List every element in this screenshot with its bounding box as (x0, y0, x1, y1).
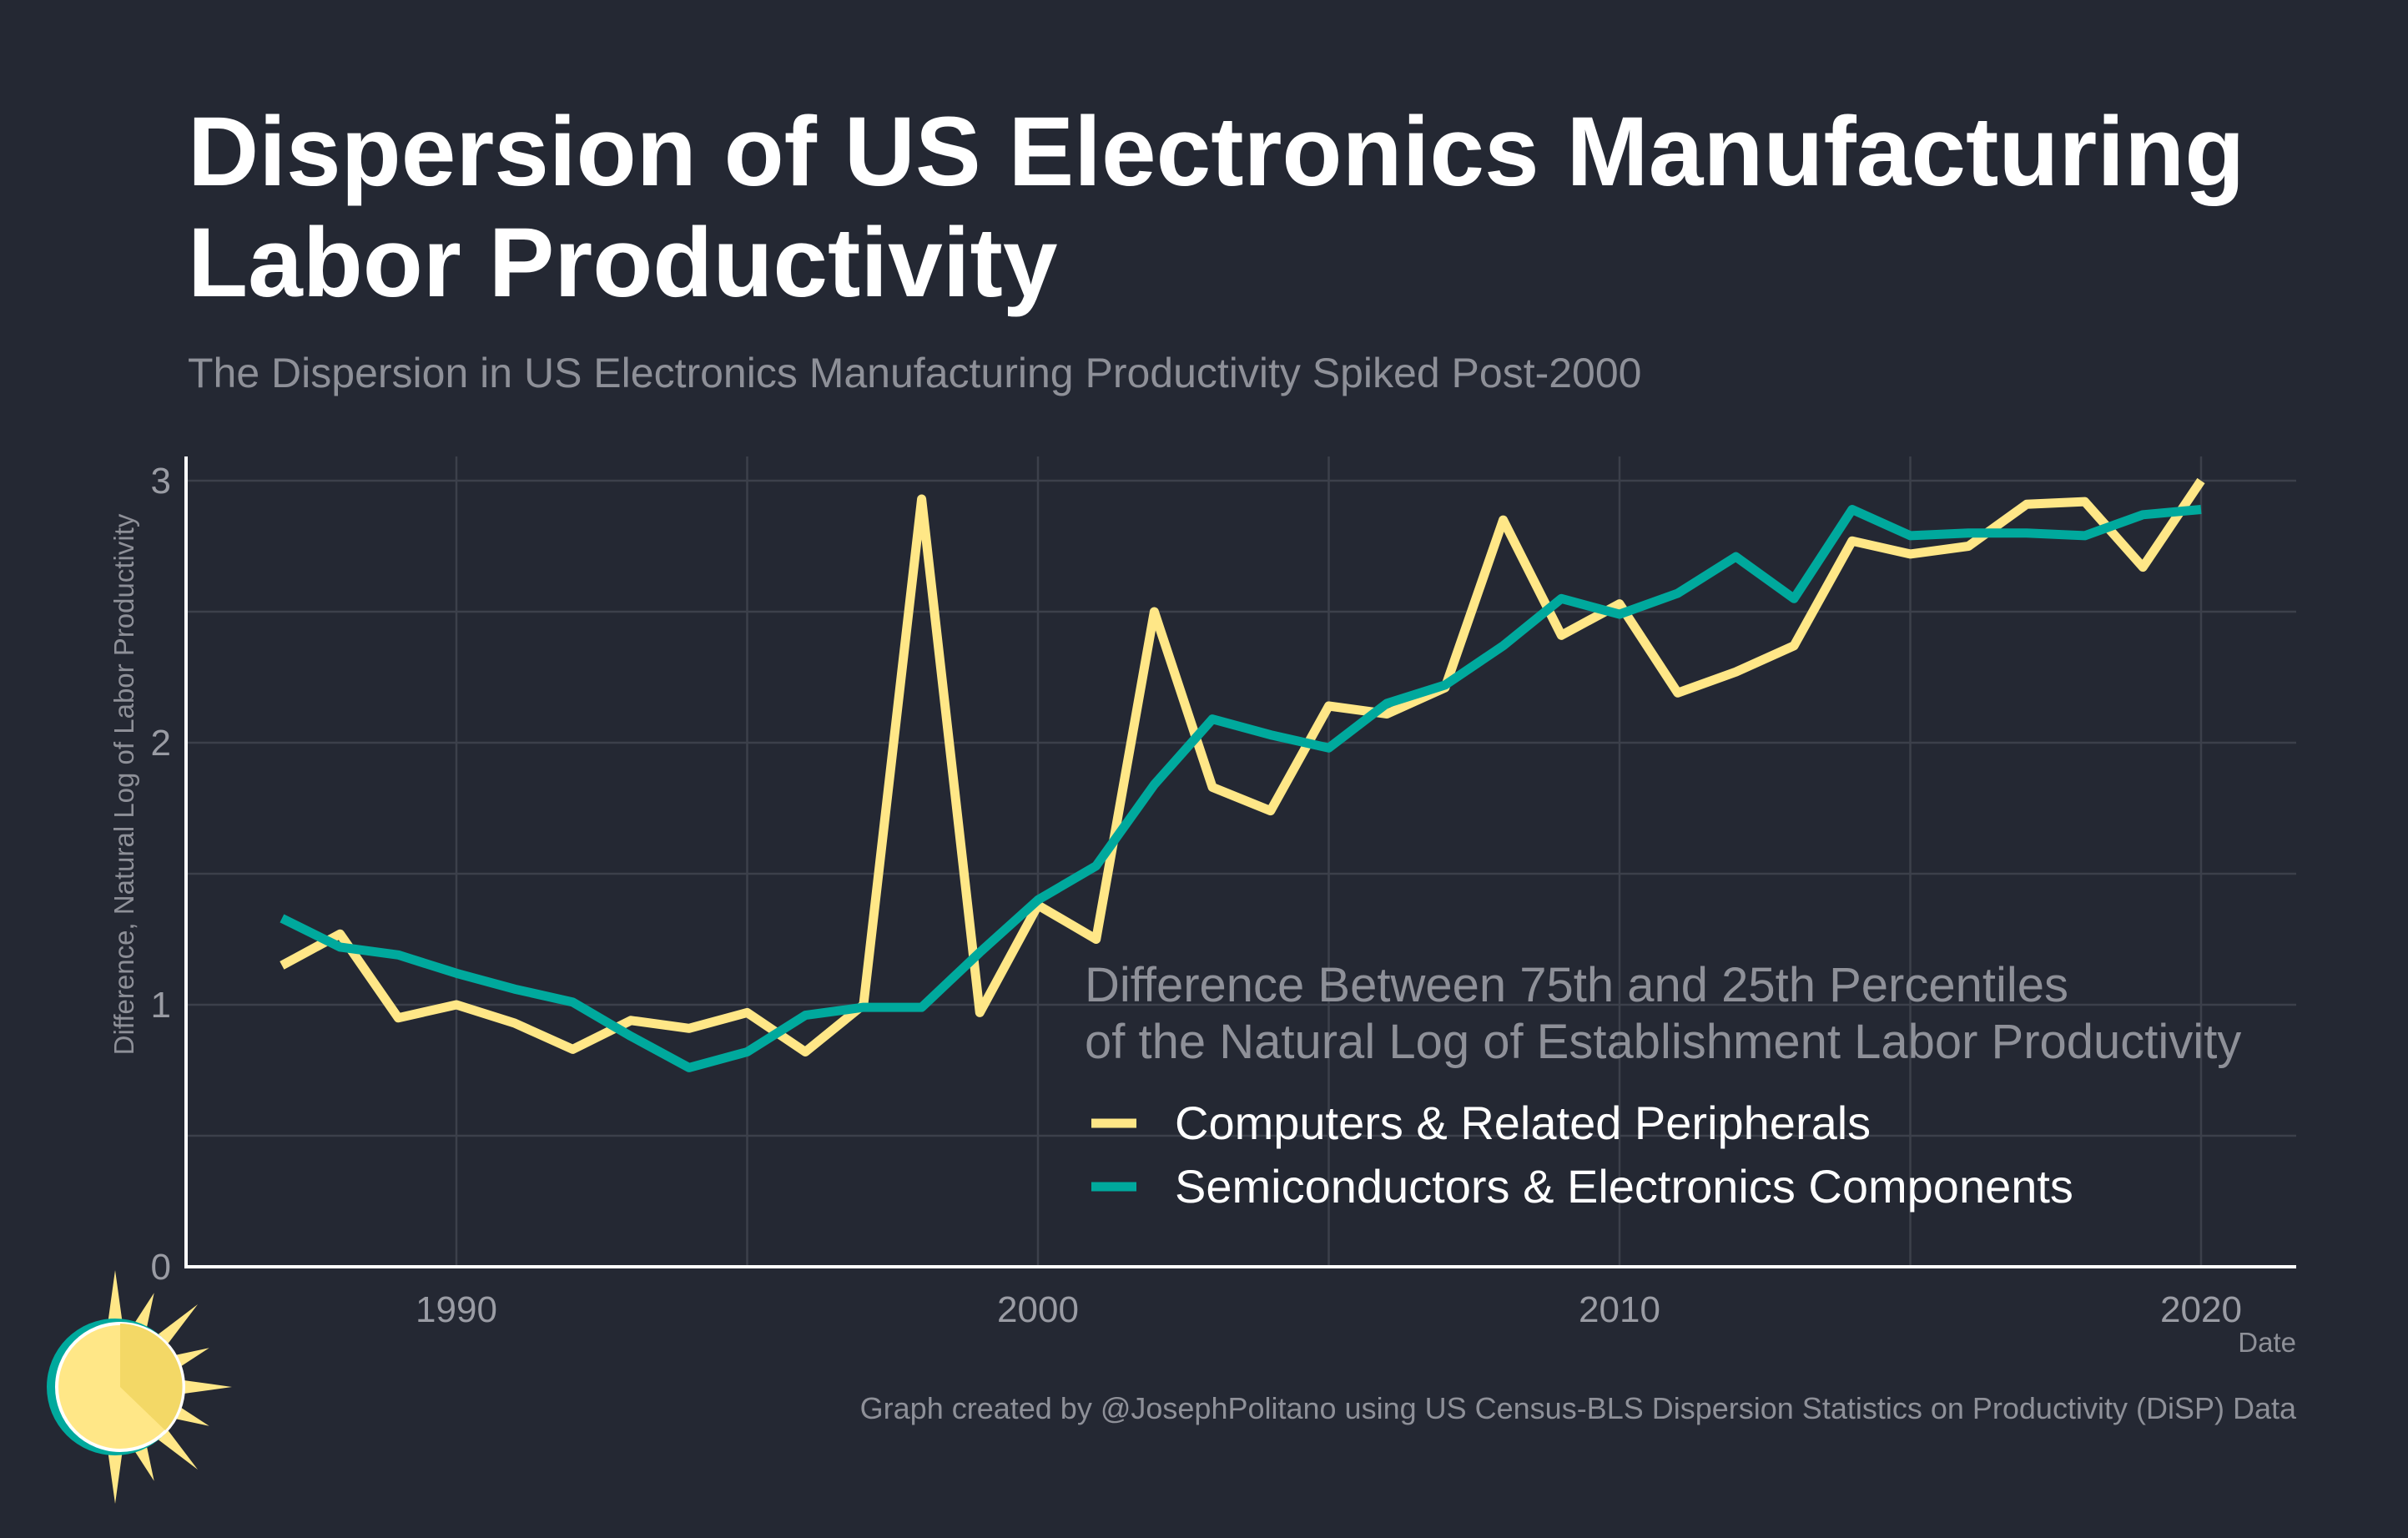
y-tick-label: 2 (151, 723, 171, 764)
gridlines (186, 456, 2296, 1267)
x-tick-label: 2020 (2160, 1289, 2242, 1330)
x-axis-label: Date (2238, 1327, 2296, 1358)
x-tick-label: 1990 (416, 1289, 497, 1330)
y-tick-label: 0 (151, 1247, 171, 1288)
chart-caption: Graph created by @JosephPolitano using U… (860, 1391, 2297, 1425)
legend: Difference Between 75th and 25th Percent… (1085, 958, 2241, 1213)
sun-ray (173, 1379, 232, 1395)
legend-label-semiconductors: Semiconductors & Electronics Components (1175, 1160, 2073, 1213)
series-lines (280, 477, 2205, 1072)
series-line-semiconductors (280, 505, 2202, 1072)
sun-ray (107, 1270, 123, 1329)
legend-label-computers: Computers & Related Peripherals (1175, 1097, 1871, 1149)
tick-labels: 0 1 2 3 1990 2000 2010 2020 (151, 461, 2242, 1330)
chart-title-line-2: Labor Productivity (188, 208, 1057, 318)
chart-title-line-1: Dispersion of US Electronics Manufacturi… (188, 97, 2244, 207)
legend-title-line-1: Difference Between 75th and 25th Percent… (1085, 958, 2068, 1012)
series-line-computers (280, 477, 2205, 1056)
legend-title-line-2: of the Natural Log of Establishment Labo… (1085, 1015, 2241, 1069)
sun-icon (47, 1270, 232, 1504)
x-tick-label: 2000 (997, 1289, 1079, 1330)
y-tick-label: 3 (151, 461, 171, 502)
sun-ray (107, 1445, 123, 1504)
axes (184, 456, 2296, 1268)
x-tick-label: 2010 (1579, 1289, 1660, 1330)
chart-subtitle: The Dispersion in US Electronics Manufac… (188, 350, 1641, 396)
y-axis-label: Difference, Natural Log of Labor Product… (108, 513, 139, 1055)
y-tick-label: 1 (151, 985, 171, 1026)
